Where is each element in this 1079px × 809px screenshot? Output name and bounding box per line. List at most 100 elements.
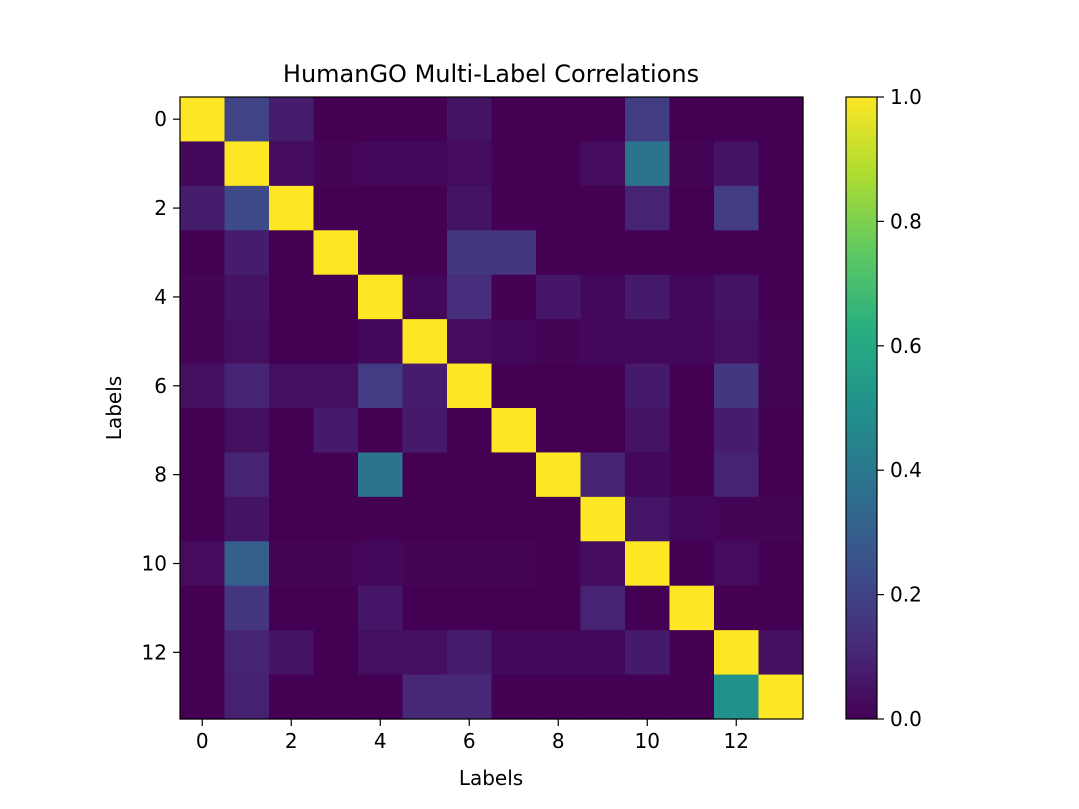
- heatmap-cell-0-9: [580, 97, 626, 143]
- heatmap-cell-9-1: [224, 496, 270, 542]
- y-tick-label: 0: [154, 107, 167, 131]
- heatmap-cell-7-5: [402, 408, 448, 454]
- heatmap-cell-13-10: [625, 674, 671, 720]
- heatmap-cell-11-5: [402, 585, 448, 631]
- heatmap-cell-13-12: [714, 674, 760, 720]
- heatmap-cell-4-7: [491, 274, 537, 320]
- colorbar-tick-label: 0.8: [890, 209, 922, 233]
- heatmap-cell-3-3: [313, 230, 359, 276]
- heatmap-cell-3-11: [669, 230, 715, 276]
- heatmap-cell-7-8: [536, 408, 582, 454]
- heatmap-cell-8-7: [491, 452, 537, 498]
- heatmap-cell-8-0: [180, 452, 226, 498]
- heatmap-cell-9-0: [180, 496, 226, 542]
- heatmap-cell-10-13: [758, 541, 804, 587]
- heatmap-cell-12-1: [224, 630, 270, 676]
- heatmap-cell-11-8: [536, 585, 582, 631]
- heatmap-cell-1-10: [625, 141, 671, 187]
- heatmap-cell-6-12: [714, 363, 760, 409]
- heatmap-cell-6-5: [402, 363, 448, 409]
- heatmap-cell-10-2: [269, 541, 315, 587]
- heatmap-cell-11-4: [358, 585, 404, 631]
- y-tick-label: 6: [154, 374, 167, 398]
- heatmap-cell-13-1: [224, 674, 270, 720]
- heatmap-cell-13-7: [491, 674, 537, 720]
- heatmap-cell-3-10: [625, 230, 671, 276]
- heatmap-cell-1-13: [758, 141, 804, 187]
- heatmap-cell-4-1: [224, 274, 270, 320]
- heatmap-cell-6-1: [224, 363, 270, 409]
- x-tick-label: 0: [196, 729, 209, 753]
- heatmap-cell-0-7: [491, 97, 537, 143]
- heatmap-cell-10-11: [669, 541, 715, 587]
- heatmap-cell-8-6: [447, 452, 493, 498]
- heatmap-cell-4-5: [402, 274, 448, 320]
- heatmap-cell-12-7: [491, 630, 537, 676]
- x-tick-label: 2: [285, 729, 298, 753]
- heatmap-cell-9-12: [714, 496, 760, 542]
- heatmap-cell-11-1: [224, 585, 270, 631]
- heatmap-cell-8-9: [580, 452, 626, 498]
- heatmap-cell-0-3: [313, 97, 359, 143]
- heatmap-cell-0-8: [536, 97, 582, 143]
- heatmap-cell-2-11: [669, 185, 715, 231]
- heatmap-cell-1-2: [269, 141, 315, 187]
- heatmap-cell-5-3: [313, 319, 359, 365]
- heatmap-cell-9-6: [447, 496, 493, 542]
- x-tick-label: 12: [724, 729, 749, 753]
- heatmap-cell-11-13: [758, 585, 804, 631]
- heatmap-cell-10-4: [358, 541, 404, 587]
- heatmap-cell-2-9: [580, 185, 626, 231]
- heatmap-cell-3-13: [758, 230, 804, 276]
- heatmap-cell-1-7: [491, 141, 537, 187]
- heatmap-cell-1-3: [313, 141, 359, 187]
- chart-title: HumanGO Multi-Label Correlations: [283, 60, 699, 88]
- colorbar-tick-label: 0.2: [890, 583, 922, 607]
- y-tick-label: 4: [154, 285, 167, 309]
- heatmap-cell-12-10: [625, 630, 671, 676]
- heatmap-cell-5-5: [402, 319, 448, 365]
- x-tick-label: 6: [463, 729, 476, 753]
- heatmap-cell-3-2: [269, 230, 315, 276]
- heatmap-cell-2-4: [358, 185, 404, 231]
- y-tick-label: 12: [142, 640, 167, 664]
- y-axis-label: Labels: [102, 376, 126, 440]
- colorbar-tick-label: 0.6: [890, 334, 922, 358]
- heatmap-cell-0-10: [625, 97, 671, 143]
- heatmap-cell-13-6: [447, 674, 493, 720]
- colorbar-tick-label: 0.0: [890, 707, 922, 731]
- heatmap-cell-11-12: [714, 585, 760, 631]
- heatmap-cell-9-9: [580, 496, 626, 542]
- heatmap-cell-11-2: [269, 585, 315, 631]
- heatmap-cell-6-4: [358, 363, 404, 409]
- heatmap-cell-1-9: [580, 141, 626, 187]
- heatmap-cell-11-7: [491, 585, 537, 631]
- heatmap-cell-2-5: [402, 185, 448, 231]
- heatmap-cell-7-7: [491, 408, 537, 454]
- heatmap-cell-10-6: [447, 541, 493, 587]
- heatmap-cell-13-8: [536, 674, 582, 720]
- heatmap-cell-6-3: [313, 363, 359, 409]
- heatmap-cell-12-13: [758, 630, 804, 676]
- heatmap-cell-5-7: [491, 319, 537, 365]
- heatmap-cell-0-1: [224, 97, 270, 143]
- heatmap-cell-11-3: [313, 585, 359, 631]
- colorbar-ticks: 0.0 0.2 0.4 0.6 0.8 1.0: [877, 85, 922, 731]
- heatmap-cell-12-11: [669, 630, 715, 676]
- heatmap-cells: [180, 97, 804, 720]
- heatmap-cell-6-11: [669, 363, 715, 409]
- heatmap-cell-4-10: [625, 274, 671, 320]
- heatmap-cell-5-8: [536, 319, 582, 365]
- heatmap-cell-0-2: [269, 97, 315, 143]
- heatmap-cell-3-5: [402, 230, 448, 276]
- heatmap-cell-6-10: [625, 363, 671, 409]
- heatmap-cell-0-4: [358, 97, 404, 143]
- heatmap-cell-5-2: [269, 319, 315, 365]
- heatmap-cell-10-10: [625, 541, 671, 587]
- heatmap-cell-9-8: [536, 496, 582, 542]
- heatmap-cell-2-3: [313, 185, 359, 231]
- heatmap-cell-13-5: [402, 674, 448, 720]
- heatmap-cell-1-0: [180, 141, 226, 187]
- heatmap-cell-1-1: [224, 141, 270, 187]
- heatmap-cell-5-13: [758, 319, 804, 365]
